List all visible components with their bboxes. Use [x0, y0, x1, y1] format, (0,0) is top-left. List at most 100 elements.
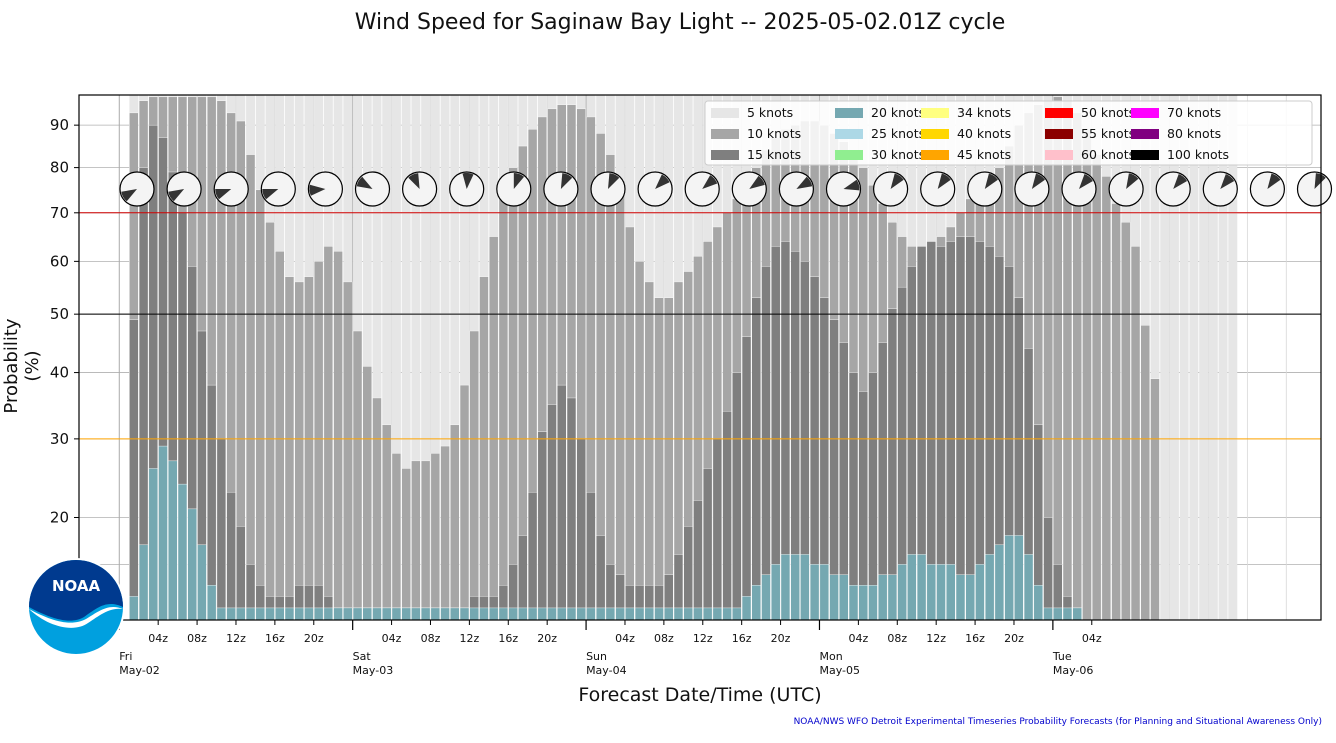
wind-dial	[1296, 171, 1333, 207]
legend-swatch	[711, 129, 739, 139]
bar-10-knots	[712, 226, 723, 620]
bar-20-knots	[450, 607, 460, 620]
bar-15-knots	[926, 241, 936, 620]
bar-10-knots	[411, 460, 421, 620]
bar-20-knots	[683, 607, 693, 620]
bar-20-knots	[751, 585, 761, 620]
legend-entry: 50 knots	[1081, 105, 1135, 120]
bar-15-knots	[751, 297, 761, 620]
bar-20-knots	[790, 554, 800, 620]
legend-entry: 45 knots	[957, 147, 1011, 162]
date-label: May-03	[353, 664, 394, 677]
bar-20-knots	[780, 554, 791, 620]
bar-20-knots	[275, 607, 285, 620]
bar-5-knots	[401, 95, 411, 620]
bar-20-knots	[1072, 607, 1082, 620]
bar-20-knots	[858, 585, 868, 620]
dial-wedge	[262, 189, 279, 200]
bar-20-knots	[1043, 607, 1053, 620]
bar-15-knots	[129, 319, 139, 620]
bar-15-knots	[936, 246, 946, 620]
bar-20-knots	[216, 607, 227, 620]
bar-15-knots	[498, 585, 509, 620]
x-tick-label: 16z	[265, 632, 285, 645]
wind-dial	[825, 171, 862, 207]
bar-20-knots	[187, 508, 197, 620]
bar-15-knots	[226, 491, 236, 620]
bar-10-knots	[401, 468, 411, 620]
bar-20-knots	[946, 564, 956, 620]
bar-15-knots	[732, 372, 742, 620]
bar-10-knots	[654, 297, 664, 620]
bar-20-knots	[926, 564, 936, 620]
bar-10-knots	[605, 154, 616, 620]
legend-swatch	[835, 150, 863, 160]
bar-10-knots	[566, 104, 577, 620]
bar-20-knots	[741, 596, 752, 620]
bar-20-knots	[323, 607, 334, 620]
bar-20-knots	[994, 544, 1005, 620]
legend-swatch	[1045, 150, 1073, 160]
bar-15-knots	[741, 336, 752, 620]
bar-20-knots	[284, 607, 295, 620]
x-tick-label: 08z	[654, 632, 674, 645]
bar-10-knots	[615, 180, 625, 620]
bar-15-knots	[975, 241, 985, 620]
bar-20-knots	[673, 607, 684, 620]
bar-10-knots	[498, 198, 509, 620]
bar-20-knots	[459, 607, 470, 620]
bar-20-knots	[722, 607, 732, 620]
bar-20-knots	[829, 574, 839, 620]
bar-15-knots	[304, 585, 314, 620]
legend-entry: 10 knots	[747, 126, 801, 141]
bar-10-knots	[508, 167, 518, 620]
bar-20-knots	[916, 554, 927, 620]
bar-10-knots	[664, 297, 674, 620]
bar-10-knots	[1111, 203, 1121, 620]
wind-dial	[1249, 171, 1286, 207]
bar-10-knots	[362, 366, 372, 620]
bar-20-knots	[489, 607, 499, 620]
dial-wedge	[168, 189, 185, 202]
wind-dial	[731, 171, 767, 207]
legend-entry: 70 knots	[1167, 105, 1221, 120]
bar-15-knots	[790, 251, 800, 620]
bar-15-knots	[644, 585, 654, 620]
bar-15-knots	[897, 286, 907, 620]
bar-20-knots	[1033, 585, 1043, 620]
bar-20-knots	[138, 544, 149, 620]
bar-20-knots	[732, 607, 742, 620]
bar-20-knots	[586, 607, 596, 620]
bar-5-knots	[1169, 95, 1179, 620]
bar-20-knots	[372, 607, 382, 620]
bar-10-knots	[430, 453, 441, 620]
dial-wedge	[1031, 173, 1045, 189]
bar-15-knots	[654, 585, 664, 620]
bar-15-knots	[848, 372, 859, 620]
bar-5-knots	[1228, 95, 1238, 620]
bar-20-knots	[265, 607, 275, 620]
bar-20-knots	[168, 460, 178, 620]
date-label: May-05	[819, 664, 860, 677]
day-label: Mon	[819, 650, 842, 663]
bar-10-knots	[372, 397, 382, 620]
dial-wedge	[843, 179, 860, 191]
bar-5-knots	[1218, 95, 1228, 620]
bar-20-knots	[576, 607, 586, 620]
dial-wedge	[984, 173, 998, 189]
wind-dial	[166, 171, 202, 207]
wind-dial	[1155, 171, 1191, 207]
dial-wedge	[408, 173, 420, 189]
bar-20-knots	[362, 607, 372, 620]
bar-10-knots	[557, 104, 567, 620]
dial-wedge	[1079, 174, 1093, 189]
bar-15-knots	[216, 438, 227, 620]
dial-wedge	[215, 189, 232, 200]
bar-20-knots	[887, 574, 898, 620]
x-tick-label: 08z	[187, 632, 207, 645]
bar-20-knots	[177, 483, 188, 620]
dial-wedge	[655, 174, 670, 189]
bar-20-knots	[236, 607, 246, 620]
y-tick-label: 30	[50, 430, 69, 448]
bar-20-knots	[878, 574, 888, 620]
